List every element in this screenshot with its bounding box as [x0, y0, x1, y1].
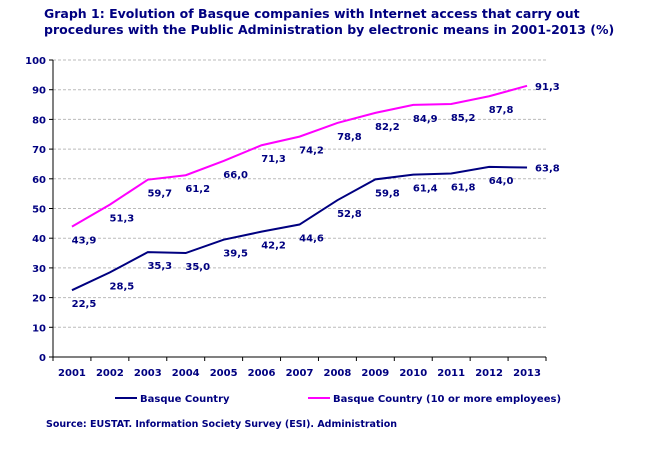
data-label: 44,6	[299, 234, 324, 245]
series-line-1	[71, 84, 528, 228]
y-tick-label: 30	[32, 264, 46, 275]
data-label: 64,0	[489, 176, 514, 187]
data-label: 61,4	[413, 184, 438, 195]
data-label: 91,3	[535, 82, 560, 93]
series-line-0	[71, 165, 528, 292]
data-label: 35,0	[185, 262, 210, 273]
data-label: 78,8	[337, 132, 362, 143]
data-label: 71,3	[261, 154, 286, 165]
data-label: 61,2	[185, 184, 210, 195]
data-label: 59,8	[375, 188, 400, 199]
y-tick-label: 50	[32, 205, 46, 216]
y-tick-label: 100	[25, 56, 46, 67]
data-label: 42,2	[261, 241, 286, 252]
chart-title: Graph 1: Evolution of Basque companies w…	[44, 6, 615, 37]
x-tick-label: 2008	[324, 368, 352, 379]
x-tick-label: 2003	[134, 368, 162, 379]
x-tick-label: 2012	[475, 368, 503, 379]
data-label: 51,3	[110, 214, 135, 225]
data-label: 66,0	[223, 170, 248, 181]
data-label: 87,8	[489, 105, 514, 116]
data-label: 74,2	[299, 146, 324, 157]
y-tick-label: 10	[32, 323, 46, 334]
x-tick-label: 2004	[172, 368, 200, 379]
x-tick-label: 2013	[513, 368, 541, 379]
x-tick-label: 2001	[58, 368, 86, 379]
legend-label: Basque Country (10 or more employees)	[333, 394, 561, 405]
x-tick-label: 2002	[96, 368, 124, 379]
data-label: 22,5	[72, 299, 97, 310]
data-label: 85,2	[451, 113, 476, 124]
data-label: 61,8	[451, 182, 476, 193]
y-tick-label: 90	[32, 86, 46, 97]
data-label: 82,2	[375, 122, 400, 133]
legend-label: Basque Country	[140, 394, 230, 405]
y-tick-label: 70	[32, 145, 46, 156]
data-label: 59,7	[147, 189, 172, 200]
source-note: Source: EUSTAT. Information Society Surv…	[46, 419, 398, 430]
y-tick-label: 40	[32, 234, 46, 245]
data-label: 63,8	[535, 164, 560, 175]
data-label: 52,8	[337, 209, 362, 220]
x-tick-label: 2009	[361, 368, 389, 379]
x-tick-label: 2010	[399, 368, 427, 379]
y-tick-label: 80	[32, 115, 46, 126]
data-label: 43,9	[72, 236, 97, 247]
x-tick-label: 2006	[248, 368, 276, 379]
data-label: 28,5	[110, 281, 135, 292]
x-tick-label: 2011	[437, 368, 465, 379]
y-tick-label: 20	[32, 294, 46, 305]
x-tick-label: 2005	[210, 368, 238, 379]
y-tick-label: 60	[32, 175, 46, 186]
data-label: 39,5	[223, 249, 248, 260]
data-label: 35,3	[147, 261, 172, 272]
data-label: 84,9	[413, 114, 438, 125]
y-tick-label: 0	[39, 353, 46, 364]
x-tick-label: 2007	[286, 368, 314, 379]
